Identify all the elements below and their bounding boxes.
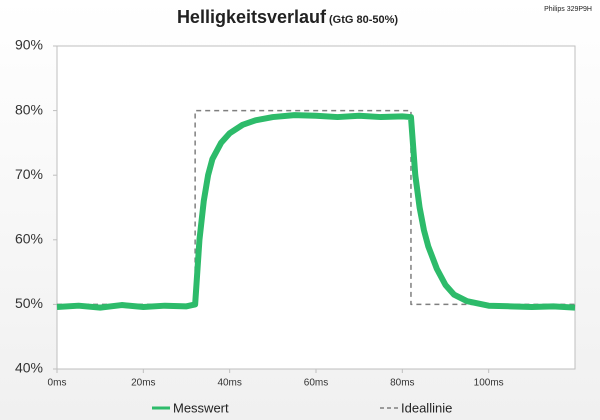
annotation: Philips 329P9H: [544, 6, 592, 13]
chart-subtitle: (GtG 80-50%): [329, 14, 398, 26]
legend-label: Ideallinie: [401, 400, 452, 415]
x-tick-label: 80ms: [390, 378, 414, 389]
plot-area: [56, 45, 576, 370]
y-tick-label: 50%: [15, 295, 43, 311]
x-tick-label: 60ms: [304, 378, 328, 389]
x-tick-label: 0ms: [48, 378, 67, 389]
y-tick-label: 70%: [15, 166, 43, 182]
x-tick-label: 40ms: [217, 378, 241, 389]
y-tick-label: 60%: [15, 231, 43, 247]
x-tick-label: 20ms: [131, 378, 155, 389]
series-line: [56, 112, 576, 311]
y-tick-label: 90%: [15, 37, 43, 53]
x-tick-label: 100ms: [474, 378, 504, 389]
y-tick-label: 80%: [15, 101, 43, 117]
legend-label: Messwert: [173, 400, 229, 415]
y-tick-label: 40%: [15, 360, 43, 376]
chart-title: Helligkeitsverlauf: [177, 7, 327, 27]
series-line: [57, 109, 575, 306]
